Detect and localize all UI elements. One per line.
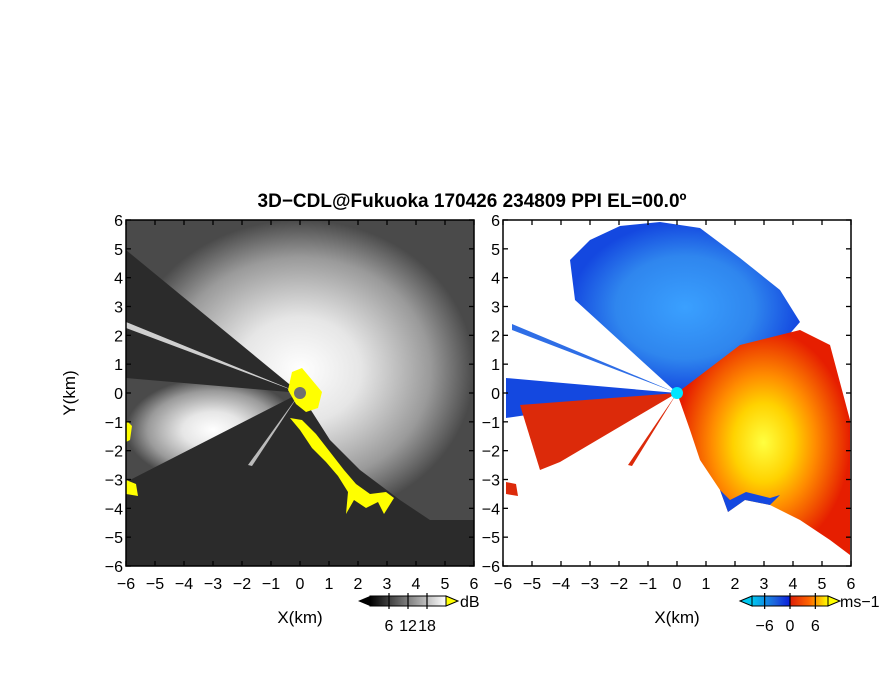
- right-colorbar-ticks: −6 0 6: [756, 593, 820, 635]
- x-tick-label: 2: [354, 576, 363, 593]
- x-tick-label: 4: [412, 576, 421, 593]
- colorbar-tick-label: 18: [418, 618, 436, 635]
- left-colorbar-max-extend: [445, 595, 460, 607]
- right-recede-sw-line: [628, 393, 677, 466]
- y-tick-label: 6: [114, 213, 123, 230]
- right-colorbar-min-extend: [738, 595, 753, 607]
- right-x-tick-labels: −6 −5 −4 −3 −2 −1 0 1 2 3 4 5 6: [494, 576, 856, 593]
- y-tick-label: 5: [491, 242, 500, 259]
- right-approach-edge-se: [720, 490, 780, 512]
- y-tick-label: 4: [114, 271, 123, 288]
- y-tick-label: 0: [491, 386, 500, 403]
- y-tick-label: −3: [105, 473, 123, 490]
- x-tick-label: −4: [552, 576, 570, 593]
- right-recede-south-east-sector: [677, 330, 850, 555]
- y-tick-label: 1: [491, 357, 500, 374]
- left-colorbar-min-extend: [358, 596, 370, 606]
- y-tick-label: 2: [114, 328, 123, 345]
- left-echo-west-sector: [126, 378, 300, 482]
- chart-title: 3D−CDL@Fukuoka 170426 234809 PPI EL=00.0…: [258, 191, 687, 212]
- y-tick-label: −1: [105, 415, 123, 432]
- left-saturated-edge: [290, 418, 394, 514]
- left-radar-marker: [294, 387, 306, 399]
- y-tick-label: −4: [105, 501, 123, 518]
- right-recede-sw-wedge: [520, 393, 677, 470]
- y-tick-label: −5: [105, 530, 123, 547]
- left-x-axis-label: X(km): [277, 608, 322, 627]
- right-colorbar-unit: ms−1: [840, 594, 880, 611]
- y-tick-label: 4: [491, 271, 500, 288]
- right-axis-ticks: [502, 219, 852, 567]
- left-saturated-west-2: [126, 480, 138, 496]
- x-tick-label: 2: [731, 576, 740, 593]
- x-tick-label: 6: [847, 576, 856, 593]
- x-tick-label: 6: [470, 576, 479, 593]
- right-radar-marker: [671, 387, 683, 399]
- colorbar-tick-label: 12: [399, 618, 417, 635]
- x-tick-label: −6: [494, 576, 512, 593]
- right-x-axis-label: X(km): [654, 608, 699, 627]
- left-echo-sw-line: [248, 393, 300, 466]
- y-tick-label: −4: [482, 501, 500, 518]
- x-tick-label: 5: [441, 576, 450, 593]
- x-tick-label: 3: [383, 576, 392, 593]
- left-saturated-west-1: [126, 420, 132, 442]
- y-tick-label: −5: [482, 530, 500, 547]
- colorbar-tick-label: −6: [756, 618, 774, 635]
- y-tick-label: −6: [482, 559, 500, 576]
- x-tick-label: −3: [581, 576, 599, 593]
- left-echo-field: [126, 220, 474, 520]
- colorbar-tick-label: 0: [786, 618, 795, 635]
- left-y-tick-labels: −6 −5 −4 −3 −2 −1 0 1 2 3 4 5 6: [105, 213, 123, 576]
- y-tick-label: 0: [114, 386, 123, 403]
- right-colorbar-max-extend: [827, 595, 842, 607]
- x-tick-label: −4: [175, 576, 193, 593]
- right-approach-nw-line: [512, 324, 677, 393]
- left-axis-ticks: [125, 219, 475, 567]
- x-tick-label: −2: [233, 576, 251, 593]
- x-tick-label: 4: [789, 576, 798, 593]
- x-tick-label: −5: [523, 576, 541, 593]
- left-colorbar: 6 12 18 dB: [358, 593, 480, 635]
- right-recede-patch: [506, 482, 518, 496]
- y-tick-label: 3: [491, 300, 500, 317]
- colorbar-tick-label: 6: [385, 618, 394, 635]
- x-tick-label: 1: [702, 576, 711, 593]
- x-tick-label: −1: [639, 576, 657, 593]
- right-y-tick-labels: −6 −5 −4 −3 −2 −1 0 1 2 3 4 5 6: [482, 213, 500, 576]
- left-echo-nw-line: [126, 322, 300, 393]
- y-tick-label: 3: [114, 300, 123, 317]
- x-tick-label: 0: [673, 576, 682, 593]
- left-x-tick-labels: −6 −5 −4 −3 −2 −1 0 1 2 3 4 5 6: [117, 576, 479, 593]
- x-tick-label: 0: [296, 576, 305, 593]
- left-colorbar-unit: dB: [460, 594, 480, 611]
- x-tick-label: −3: [204, 576, 222, 593]
- x-tick-label: −1: [262, 576, 280, 593]
- left-y-axis-label: Y(km): [60, 370, 79, 415]
- y-tick-label: 5: [114, 242, 123, 259]
- y-tick-label: 1: [114, 357, 123, 374]
- right-colorbar: −6 0 6 ms−1: [738, 593, 880, 635]
- y-tick-label: −3: [482, 473, 500, 490]
- colorbar-tick-label: 6: [811, 618, 820, 635]
- right-velocity-field: [506, 222, 850, 555]
- y-tick-label: 6: [491, 213, 500, 230]
- x-tick-label: 1: [325, 576, 334, 593]
- x-tick-label: −2: [610, 576, 628, 593]
- y-tick-label: −2: [105, 444, 123, 461]
- x-tick-label: 5: [818, 576, 827, 593]
- y-tick-label: −6: [105, 559, 123, 576]
- x-tick-label: −5: [146, 576, 164, 593]
- x-tick-label: 3: [760, 576, 769, 593]
- y-tick-label: 2: [491, 328, 500, 345]
- y-tick-label: −1: [482, 415, 500, 432]
- left-colorbar-ticks: 6 12 18: [385, 593, 436, 635]
- y-tick-label: −2: [482, 444, 500, 461]
- x-tick-label: −6: [117, 576, 135, 593]
